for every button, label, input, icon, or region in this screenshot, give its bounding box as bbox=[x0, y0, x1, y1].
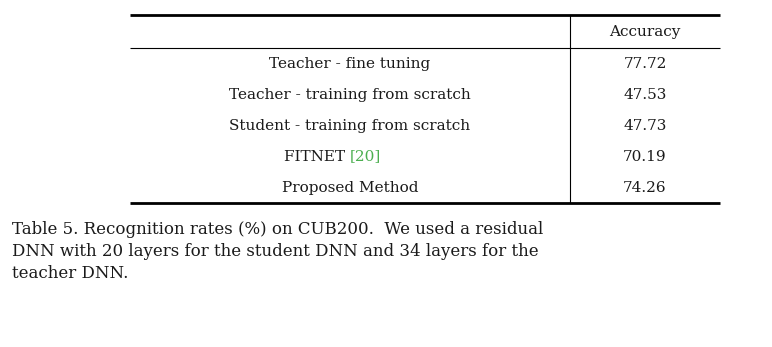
Text: Accuracy: Accuracy bbox=[609, 25, 681, 39]
Text: teacher DNN.: teacher DNN. bbox=[12, 265, 128, 282]
Text: Teacher - training from scratch: Teacher - training from scratch bbox=[229, 87, 471, 102]
Text: DNN with 20 layers for the student DNN and 34 layers for the: DNN with 20 layers for the student DNN a… bbox=[12, 243, 539, 260]
Text: Proposed Method: Proposed Method bbox=[282, 180, 418, 195]
Text: [20]: [20] bbox=[350, 150, 381, 163]
Text: Table 5. Recognition rates (%) on CUB200.  We used a residual: Table 5. Recognition rates (%) on CUB200… bbox=[12, 221, 543, 238]
Text: 70.19: 70.19 bbox=[623, 150, 667, 163]
Text: 47.53: 47.53 bbox=[623, 87, 667, 102]
Text: Student - training from scratch: Student - training from scratch bbox=[229, 118, 471, 133]
Text: FITNET: FITNET bbox=[284, 150, 350, 163]
Text: 77.72: 77.72 bbox=[623, 57, 667, 70]
Text: Teacher - fine tuning: Teacher - fine tuning bbox=[269, 57, 431, 70]
Text: 74.26: 74.26 bbox=[623, 180, 667, 195]
Text: 47.73: 47.73 bbox=[623, 118, 667, 133]
